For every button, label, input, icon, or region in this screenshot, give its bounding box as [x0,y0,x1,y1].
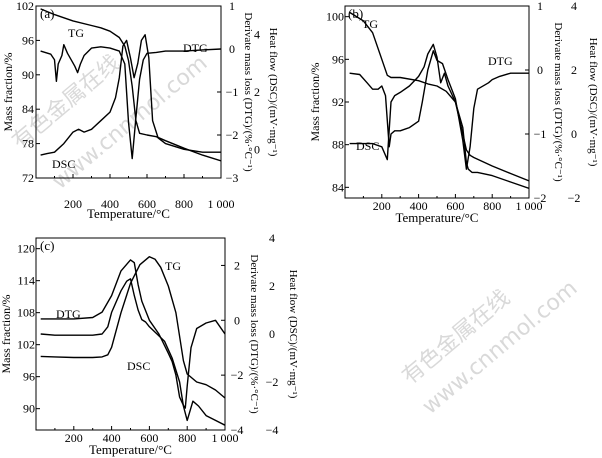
y-left-tick-label: 114 [17,274,35,288]
series-line-dsc [349,43,529,190]
x-tick-label: 600 [138,197,156,211]
plot-frame [35,237,226,431]
y-dsc-tick-label: 2 [254,85,260,99]
curve-label-dtg: DTG [56,307,81,321]
curve-label-dsc: DSC [127,359,150,373]
x-axis-label: Temperature/°C [89,442,172,457]
y-dsc-tick-label: 4 [571,0,577,13]
series-line-tg [40,8,221,162]
y-left-tick-label: 96 [22,33,34,47]
y-dtg-tick-label: 1 [537,0,543,13]
series-line-tg [40,256,225,399]
x-tick-label: 600 [446,199,464,213]
curve-label-dtg: DTG [183,41,208,55]
y-dsc-tick-label: 0 [254,142,260,156]
y-left-tick-label: 72 [22,171,34,185]
x-tick-label: 800 [483,199,501,213]
y-dsc-tick-label: 0 [571,127,577,141]
y-left-tick-label: 102 [17,338,35,352]
y-dtg-tick-label: −2 [226,128,239,142]
y-left-tick-label: 84 [332,180,344,194]
x-tick-label: 200 [64,197,82,211]
y-dtg-tick-label: −1 [226,85,239,99]
y-dtg-axis-label: Derivate mass loss (DTG)/(%·°C⁻¹) [552,22,564,182]
curve-label-tg: TG [165,259,181,273]
x-tick-label: 800 [175,197,193,211]
x-tick-label: 800 [178,431,196,445]
panel-label: (b) [348,6,363,21]
y-dtg-tick-label: −3 [226,171,239,185]
y-dtg-tick-label: 0 [229,42,235,56]
series-line-dsc [40,34,221,156]
series-line-tg [349,11,529,182]
y-dtg-tick-label: 1 [229,0,235,13]
curve-label-dtg: DTG [488,54,513,68]
series-line-dsc [40,278,225,426]
y-dtg-tick-label: −1 [534,127,547,141]
y-dtg-tick-label: 0 [234,313,240,327]
y-dtg-tick-label: −2 [534,191,547,205]
y-left-tick-label: 102 [16,0,34,13]
series-line-dtg [40,259,225,409]
y-dtg-axis-label: Derivate mass loss (DTG)/(%·°C⁻¹) [248,254,260,414]
y-left-axis-label: Mass fraction/% [308,63,322,142]
y-left-tick-label: 90 [22,68,34,82]
x-tick-label: 400 [103,431,121,445]
y-left-tick-label: 108 [17,306,35,320]
y-left-tick-label: 84 [22,102,34,116]
y-left-tick-label: 78 [22,137,34,151]
y-dsc-tick-label: −4 [266,423,279,437]
y-dsc-tick-label: 4 [254,28,260,42]
y-left-axis-label: Mass fraction/% [1,53,15,132]
y-dsc-axis-label: Heat flow (DSC)/(mV·mg⁻¹) [587,38,599,167]
x-axis-label: Temperature/°C [396,210,479,225]
y-left-tick-label: 88 [332,138,344,152]
y-left-axis-label: Mass fraction/% [0,295,13,374]
x-tick-label: 200 [373,199,391,213]
x-tick-label: 600 [140,431,158,445]
y-dsc-tick-label: −2 [568,191,581,205]
panel-label: (c) [40,238,54,253]
series-line-dtg [40,44,221,160]
y-left-tick-label: 92 [332,95,344,109]
x-tick-label: 400 [410,199,428,213]
x-tick-label: 1 000 [212,431,239,445]
curve-label-dsc: DSC [356,139,379,153]
y-dsc-tick-label: 2 [269,279,275,293]
panel-a: 200 400 600 800 1 0007278849096102−3−2−10102… [1,0,279,221]
panel-c: 200 400 600 800 1 000 90 96 102 108 114 120 −4 −2 0 2 −… [0,231,299,457]
y-dsc-tick-label: 0 [269,327,275,341]
y-dtg-tick-label: 0 [537,63,543,77]
panel-b: 200 400 600 800 1 000 84 88 92 96 100 −2 −1 0 1 −2 0 2 4 T… [308,0,599,225]
y-left-tick-label: 100 [326,10,344,24]
series-line-dtg [349,50,529,170]
curve-label-tg: TG [68,26,84,40]
x-axis-label: Temperature/°C [87,206,170,221]
y-left-tick-label: 90 [23,402,35,416]
y-left-tick-label: 96 [23,370,35,384]
x-tick-label: 1 000 [516,199,543,213]
y-left-tick-label: 96 [332,52,344,66]
y-dsc-axis-label: Heat flow (DSC)/(mV·mg⁻¹) [287,270,299,399]
x-tick-label: 400 [101,197,119,211]
x-tick-label: 1 000 [208,197,235,211]
y-dsc-tick-label: 2 [571,63,577,77]
curve-label-dsc: DSC [52,157,75,171]
y-dtg-tick-label: 2 [234,258,240,272]
y-dtg-axis-label: Derivate mass loss (DTG)/(%·°C⁻¹) [242,12,254,172]
y-dtg-tick-label: −2 [231,368,244,382]
y-dsc-tick-label: −2 [266,375,279,389]
x-tick-label: 200 [65,431,83,445]
y-dtg-tick-label: −4 [231,423,244,437]
y-left-tick-label: 120 [17,242,35,256]
y-dsc-tick-label: 4 [269,231,275,245]
curve-label-tg: TG [362,17,378,31]
y-dsc-axis-label: Heat flow (DSC)/(mV·mg⁻¹) [267,28,279,157]
